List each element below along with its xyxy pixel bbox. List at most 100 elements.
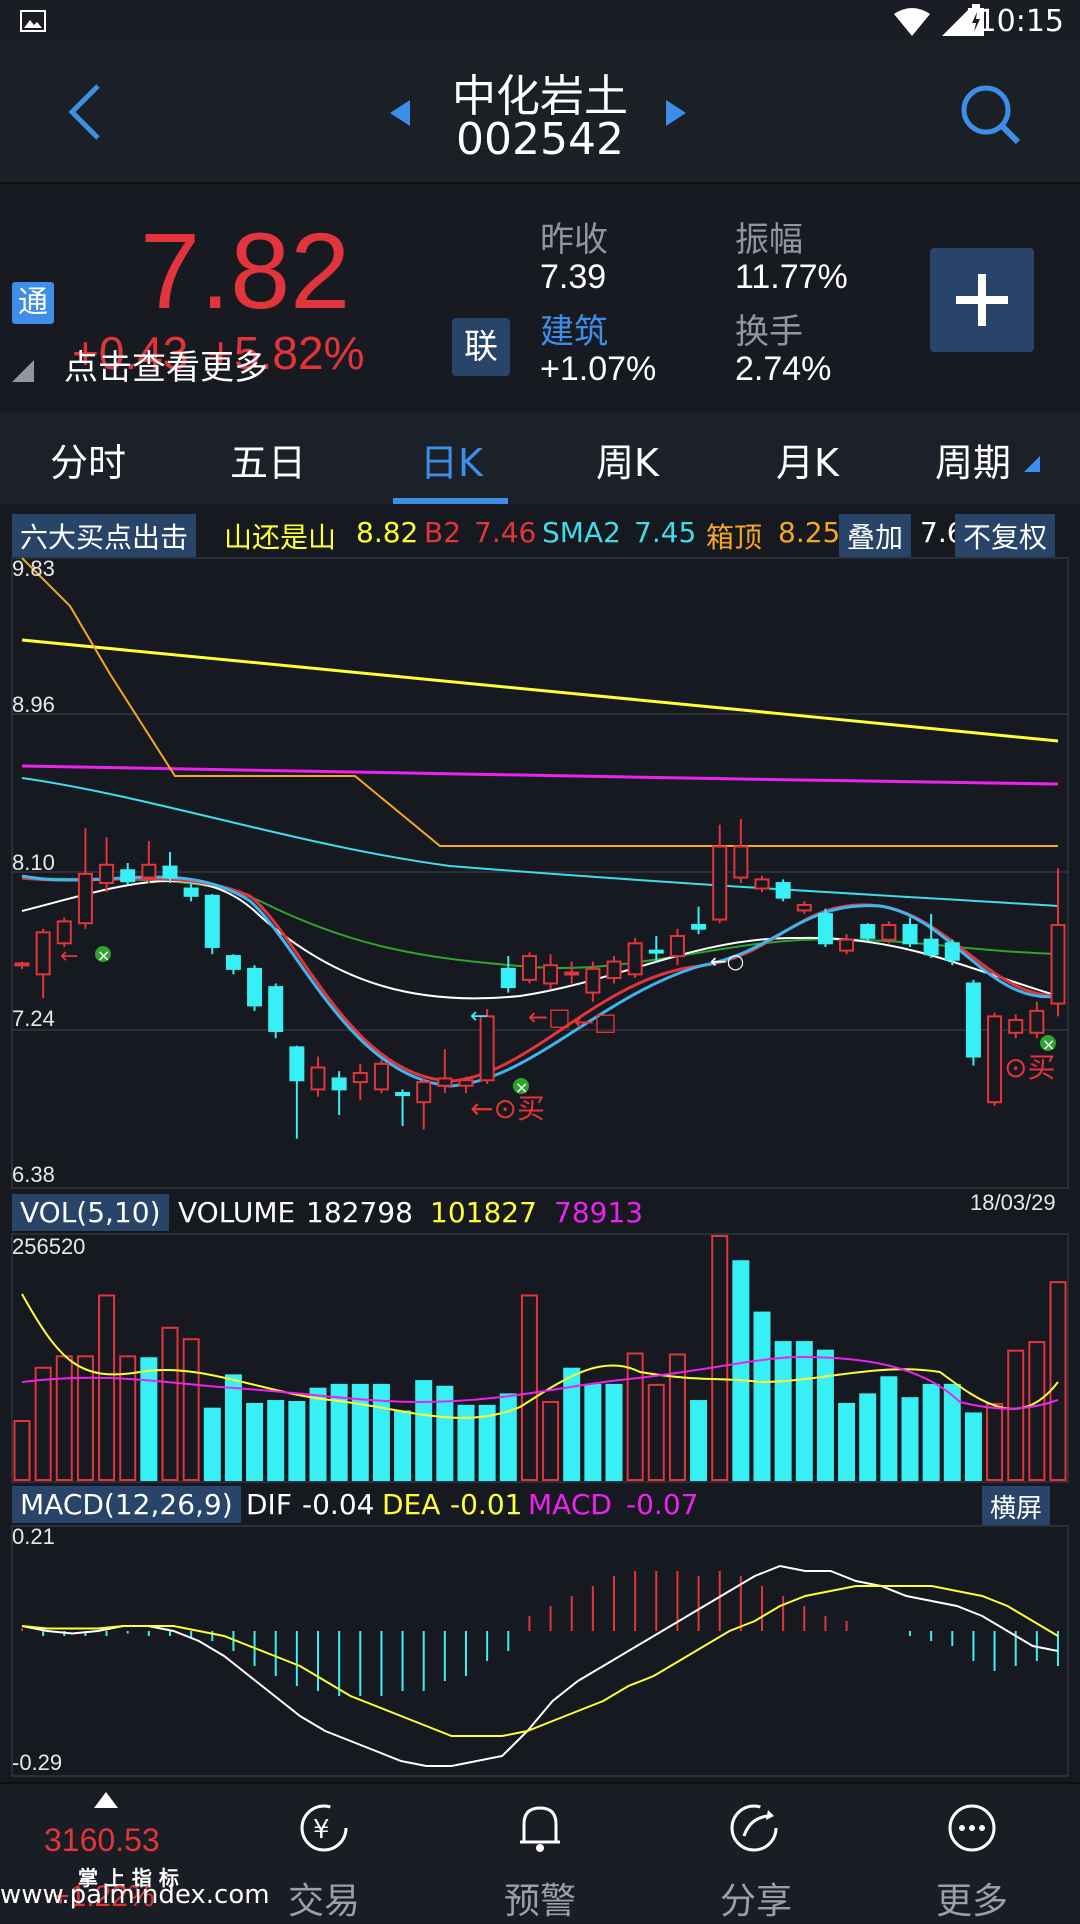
candle-body xyxy=(691,924,707,930)
candle-body xyxy=(99,863,115,885)
volume-bar xyxy=(563,1367,581,1481)
lian-badge[interactable]: 联 xyxy=(452,318,510,376)
sector-label[interactable]: 建筑 xyxy=(540,312,608,352)
back-icon[interactable] xyxy=(64,82,104,142)
volume-bar xyxy=(668,1353,686,1481)
next-stock-icon[interactable] xyxy=(664,98,688,128)
landscape-button[interactable]: 横屏 xyxy=(982,1486,1051,1527)
candle-body xyxy=(204,894,220,948)
nav-trade[interactable]: 交易 xyxy=(287,1881,360,1922)
tab-monthly-k[interactable]: 月K xyxy=(776,441,839,485)
price-change-pct: +5.82% xyxy=(207,327,365,379)
brand-label: 掌 上 指 标 xyxy=(78,1866,179,1890)
volume-chart[interactable] xyxy=(0,1232,1080,1484)
add-watchlist-button[interactable] xyxy=(930,248,1034,352)
stock-name: 中化岩土 xyxy=(452,71,628,122)
candle-body xyxy=(268,986,284,1032)
tab-period[interactable]: 周期 xyxy=(935,441,1012,485)
volume-label: VOLUME xyxy=(178,1196,296,1229)
prev-stock-icon[interactable] xyxy=(388,98,412,128)
macd-indicator-button[interactable]: MACD(12,26,9) xyxy=(12,1486,241,1523)
volume-ma10: 78913 xyxy=(554,1196,644,1229)
volume-bar xyxy=(605,1383,623,1481)
macd-dif-value: -0.04 xyxy=(302,1488,375,1521)
svg-text:×: × xyxy=(515,1078,528,1097)
candle-body xyxy=(987,1015,1003,1104)
kline-ytick-4: 7.24 xyxy=(12,1006,55,1031)
kline-ytick-1: 9.83 xyxy=(12,556,55,581)
ma-line-green xyxy=(21,877,1059,969)
macd-chart[interactable] xyxy=(0,1524,1080,1778)
white-circle-marker: ←○ xyxy=(710,949,744,973)
macd-ymax-label: 0.21 xyxy=(12,1524,55,1549)
volume-bar xyxy=(478,1404,496,1482)
tab-intraday[interactable]: 分时 xyxy=(50,441,127,485)
trade-icon[interactable]: ¥ xyxy=(296,1800,352,1856)
macd-dif-label: DIF xyxy=(246,1488,292,1521)
macd-ymin-label: -0.29 xyxy=(12,1750,63,1775)
candle-body xyxy=(56,920,72,945)
tong-badge[interactable]: 通 xyxy=(12,282,54,324)
price-change: +0.43 xyxy=(72,327,189,379)
macd-macd-label: MACD xyxy=(528,1488,612,1521)
collapse-up-icon[interactable] xyxy=(92,1790,120,1810)
index-value[interactable]: 3160.53 xyxy=(44,1822,160,1858)
signal-indicator-button[interactable]: 六大买点出击 xyxy=(12,514,197,558)
adjust-mode-button[interactable]: 不复权 xyxy=(955,514,1056,558)
candle-body xyxy=(373,1062,389,1091)
volume-bar xyxy=(224,1374,242,1482)
kline-chart[interactable]: ← × ← × × ←□ ←□ ←○ ←⊙买 ⊙买 xyxy=(0,556,1080,1190)
volume-indicator-button[interactable]: VOL(5,10) xyxy=(12,1194,169,1231)
macd-frame xyxy=(11,1525,1069,1777)
volume-bar xyxy=(394,1410,412,1481)
nav-alert[interactable]: 预警 xyxy=(503,1881,576,1922)
volume-bar xyxy=(1007,1349,1025,1481)
candlestick-series xyxy=(14,819,1066,1139)
volume-value: 182798 xyxy=(306,1196,413,1229)
volume-bar xyxy=(795,1341,813,1482)
watermark: www.palmindex.com xyxy=(0,1880,270,1910)
candle-body xyxy=(627,942,643,976)
volume-bar xyxy=(880,1376,898,1481)
macd-histogram xyxy=(21,1571,1059,1696)
overlay-button[interactable]: 叠加 xyxy=(839,514,912,558)
quote-panel xyxy=(0,184,1080,408)
volume-bar xyxy=(415,1380,433,1481)
macd-macd-value: -0.07 xyxy=(626,1488,699,1521)
candle-body xyxy=(479,1015,495,1082)
candle-body xyxy=(1029,1009,1045,1034)
price-change-row: +0.43 +5.82% xyxy=(72,326,364,380)
candle-body xyxy=(754,878,770,890)
volume-bar xyxy=(816,1349,834,1481)
battery-icon xyxy=(968,4,984,36)
alert-bell-icon[interactable] xyxy=(514,1800,566,1856)
sector-change-value: +1.07% xyxy=(540,350,657,388)
volume-bar xyxy=(119,1355,137,1481)
volume-bar xyxy=(986,1402,1004,1481)
volume-bar xyxy=(309,1387,327,1481)
title-bar xyxy=(0,44,1080,184)
share-icon[interactable] xyxy=(728,1800,784,1856)
candle-body xyxy=(14,962,30,967)
volume-ma5-line xyxy=(21,1293,1059,1419)
candle-body xyxy=(141,863,157,879)
ma-item4-label: 箱顶 xyxy=(706,521,763,554)
tab-daily-k[interactable]: 日K xyxy=(420,441,483,485)
more-icon[interactable] xyxy=(944,1800,1000,1856)
search-icon[interactable] xyxy=(958,82,1022,146)
nav-more[interactable]: 更多 xyxy=(935,1881,1008,1922)
buy-signal-2: ⊙买 xyxy=(1004,1051,1055,1084)
ma-item2-value: 7.46 xyxy=(474,516,537,549)
buy-signal-1: ←⊙买 xyxy=(470,1092,545,1125)
view-more-link[interactable]: 点击查看更多 xyxy=(64,348,268,388)
ma-line-magenta xyxy=(21,764,1059,786)
expand-corner-icon[interactable] xyxy=(10,358,36,384)
ma-item2-label: B2 xyxy=(424,516,462,549)
tab-five-day[interactable]: 五日 xyxy=(230,441,307,485)
status-bar: 10:15 xyxy=(0,0,1080,44)
nav-share[interactable]: 分享 xyxy=(719,1881,792,1922)
volume-bar xyxy=(859,1393,877,1481)
active-tab-indicator xyxy=(393,498,508,504)
candle-body xyxy=(395,1092,411,1097)
tab-weekly-k[interactable]: 周K xyxy=(596,441,659,485)
